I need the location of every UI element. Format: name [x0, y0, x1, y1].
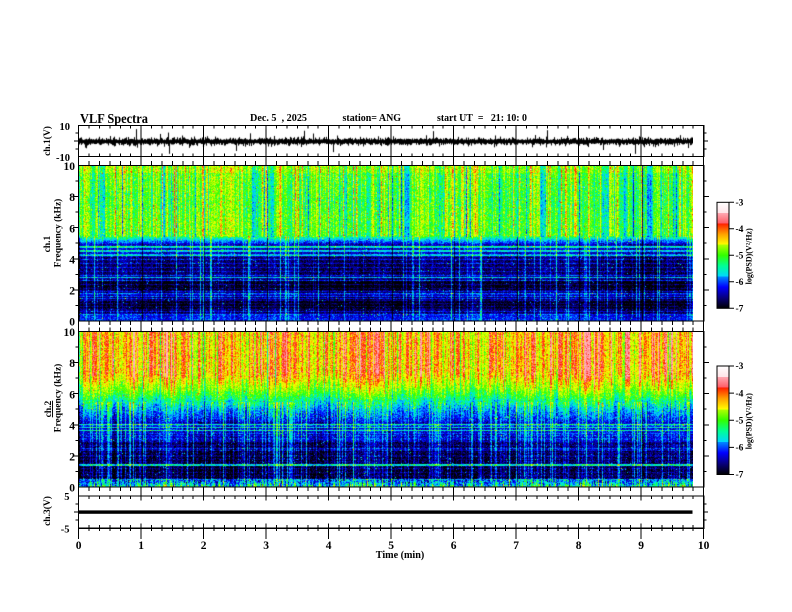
- svg-text:6: 6: [69, 223, 75, 235]
- svg-text:10: 10: [60, 122, 71, 133]
- svg-text:2: 2: [69, 452, 75, 464]
- svg-text:-6: -6: [736, 278, 744, 288]
- svg-text:Dec. 5 , 2025: Dec. 5 , 2025: [250, 113, 307, 124]
- svg-text:1: 1: [138, 540, 144, 552]
- svg-text:4: 4: [69, 254, 75, 266]
- svg-text:0: 0: [76, 540, 82, 552]
- svg-text:7: 7: [513, 540, 519, 552]
- svg-text:ch.1: ch.1: [43, 235, 53, 252]
- svg-text:log(PSD)(V²/Hz): log(PSD)(V²/Hz): [745, 228, 754, 285]
- svg-text:-4: -4: [736, 389, 744, 399]
- svg-text:station= ANG: station= ANG: [343, 113, 402, 124]
- svg-text:2: 2: [69, 286, 75, 298]
- svg-text:8: 8: [69, 192, 75, 204]
- svg-text:start UT = 21: 10: 0: start UT = 21: 10: 0: [437, 113, 527, 124]
- svg-text:4: 4: [326, 540, 332, 552]
- svg-text:-3: -3: [736, 199, 744, 209]
- svg-text:6: 6: [69, 389, 75, 401]
- svg-text:8: 8: [576, 540, 582, 552]
- svg-text:-3: -3: [736, 362, 744, 372]
- svg-text:2: 2: [201, 540, 207, 552]
- svg-text:5: 5: [64, 492, 69, 503]
- svg-text:-6: -6: [736, 444, 744, 454]
- svg-text:log(PSD)(V²/Hz): log(PSD)(V²/Hz): [745, 393, 754, 450]
- svg-text:8: 8: [69, 358, 75, 370]
- svg-text:6: 6: [451, 540, 457, 552]
- svg-text:-4: -4: [736, 225, 744, 235]
- svg-text:0: 0: [69, 483, 75, 495]
- svg-text:-7: -7: [736, 471, 744, 481]
- svg-text:-10: -10: [56, 153, 70, 164]
- svg-text:ch.1(V): ch.1(V): [42, 126, 53, 156]
- svg-text:9: 9: [638, 540, 644, 552]
- svg-text:4: 4: [69, 420, 75, 432]
- svg-text:Frequency (kHz): Frequency (kHz): [53, 199, 64, 268]
- svg-text:Frequency (kHz): Frequency (kHz): [53, 364, 64, 433]
- svg-text:-5: -5: [736, 416, 744, 426]
- svg-text:5: 5: [388, 540, 394, 552]
- svg-text:3: 3: [263, 540, 269, 552]
- svg-text:ch.2: ch.2: [44, 400, 54, 417]
- svg-text:-7: -7: [736, 305, 744, 315]
- svg-text:10: 10: [698, 540, 710, 552]
- svg-text:0: 0: [69, 317, 75, 329]
- svg-text:VLF Spectra: VLF Spectra: [80, 111, 148, 126]
- svg-text:ch.3(V): ch.3(V): [42, 496, 53, 526]
- svg-text:10: 10: [64, 161, 76, 173]
- svg-text:Time (min): Time (min): [376, 550, 425, 561]
- svg-text:-5: -5: [736, 252, 744, 262]
- svg-text:-5: -5: [61, 524, 70, 535]
- svg-text:10: 10: [64, 327, 76, 339]
